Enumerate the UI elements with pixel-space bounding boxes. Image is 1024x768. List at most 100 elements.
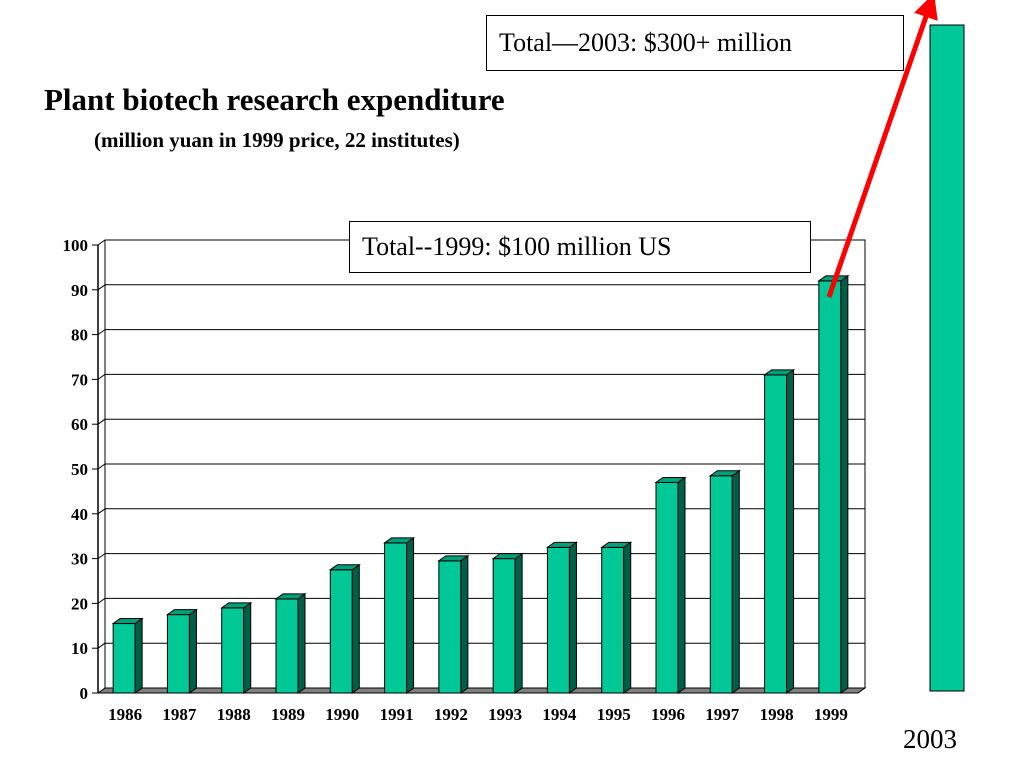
callout-total-2003: Total—2003: $300+ million (486, 15, 904, 71)
bar-2003 (929, 24, 965, 692)
bar-top (763, 369, 796, 376)
bar-1996 (654, 476, 687, 694)
bar-top (328, 564, 361, 571)
y-tick-label: 40 (71, 505, 88, 524)
bar-side (840, 274, 849, 694)
bar-side (623, 541, 632, 694)
bar-front (655, 481, 679, 694)
y-tick-label: 10 (71, 639, 88, 658)
bar-top (654, 476, 687, 483)
bar-side (568, 541, 577, 694)
bar-side (460, 554, 469, 694)
bar-front (818, 280, 842, 694)
x-tick-label-1994: 1994 (542, 705, 577, 724)
bar-1995 (600, 541, 633, 694)
x-tick-label-1999: 1999 (814, 705, 848, 724)
gridline-side (97, 642, 106, 649)
y-tick-label: 50 (71, 460, 88, 479)
x-tick-label-1997: 1997 (705, 705, 740, 724)
y-tick-label: 30 (71, 550, 88, 569)
bar-top (600, 541, 633, 548)
bar-top (111, 618, 144, 625)
gridline-side (97, 284, 106, 291)
bar-1993 (491, 552, 524, 694)
bar-front (329, 569, 353, 694)
bar-front (438, 560, 462, 694)
bar-front (546, 546, 570, 694)
bar-top (708, 470, 741, 477)
x-tick-label-1987: 1987 (162, 705, 197, 724)
bar-side (677, 476, 686, 694)
gridline-side (97, 329, 106, 336)
gridline-side (97, 463, 106, 470)
bar-front (764, 374, 788, 694)
gridline-side (97, 418, 106, 425)
x-tick-label-1998: 1998 (760, 705, 794, 724)
x-tick-label-1996: 1996 (651, 705, 685, 724)
bar-1991 (383, 536, 416, 694)
y-tick-label: 90 (71, 281, 88, 300)
y-tick-label: 0 (80, 684, 89, 703)
bar-top (491, 553, 524, 560)
bar-side (786, 368, 795, 694)
bar-top (220, 602, 253, 609)
y-tick-label: 100 (63, 236, 89, 255)
bar-top (437, 555, 470, 562)
y-tick-label: 60 (71, 415, 88, 434)
bar-1987 (165, 608, 198, 694)
bar-front (492, 558, 516, 694)
x-tick-label-1992: 1992 (434, 705, 468, 724)
y-tick-label: 80 (71, 326, 88, 345)
gridline-side (97, 373, 106, 380)
bar-top (274, 593, 307, 600)
x-tick-label-1993: 1993 (488, 705, 522, 724)
bar-front (275, 598, 299, 694)
bar-front (709, 475, 733, 694)
bar-front (112, 623, 136, 694)
callout-total-2003-text: Total—2003: $300+ million (499, 28, 793, 57)
x-tick-label-1995: 1995 (597, 705, 631, 724)
gridline-side (97, 553, 106, 560)
bar-side (134, 617, 143, 694)
red-arrow (826, 0, 938, 298)
callout-total-1999-text: Total--1999: $100 million US (362, 232, 672, 261)
x-tick-label-1988: 1988 (217, 705, 251, 724)
bar-1988 (220, 601, 253, 694)
callout-total-1999: Total--1999: $100 million US (349, 221, 811, 273)
y-tick-label: 20 (71, 594, 88, 613)
bar-1999 (817, 274, 850, 694)
x-tick-label-1991: 1991 (380, 705, 414, 724)
gridline-side (97, 508, 106, 515)
bar-1997 (708, 469, 741, 694)
gridline-side (97, 239, 106, 246)
bar-1989 (274, 592, 307, 694)
bar-side (406, 536, 415, 694)
bar-side (351, 563, 360, 694)
bar-side (731, 469, 740, 694)
bar-side (188, 608, 197, 694)
bar-front (601, 546, 625, 694)
bar-front (221, 607, 245, 694)
x-tick-label-1986: 1986 (108, 705, 142, 724)
bar-side (243, 601, 252, 694)
x-tick-label-1990: 1990 (325, 705, 359, 724)
bar-side (514, 552, 523, 694)
bar-top (545, 541, 578, 548)
chart-title: Plant biotech research expenditure (44, 82, 505, 117)
chart-subtitle: (million yuan in 1999 price, 22 institut… (94, 128, 460, 152)
gridline-side (97, 597, 106, 604)
bar-top (383, 537, 416, 544)
bar-1998 (763, 368, 796, 694)
bar-front (166, 614, 190, 694)
bar-1990 (328, 563, 361, 694)
bar-top (165, 609, 198, 616)
bar-front (384, 542, 408, 694)
plot-floor (96, 687, 867, 694)
bar-1994 (545, 541, 578, 694)
bar-side (297, 592, 306, 694)
bar-1992 (437, 554, 470, 694)
y-tick-label: 70 (71, 370, 88, 389)
x-tick-label-1989: 1989 (271, 705, 305, 724)
x-tick-label-2003: 2003 (903, 724, 957, 754)
